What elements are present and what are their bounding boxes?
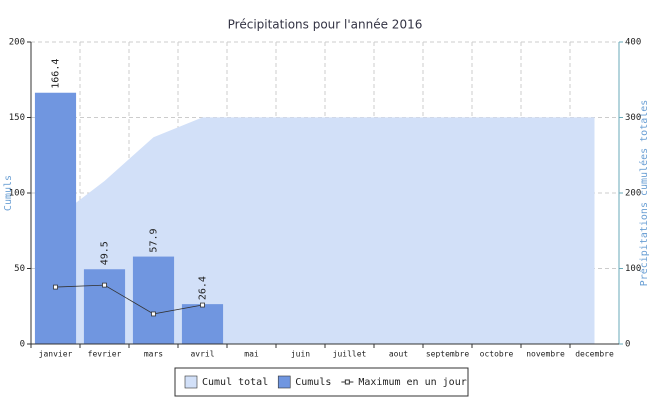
x-tick-label: janvier [39,350,73,359]
y-tick-label: 0 [20,340,25,350]
legend-label: Maximum en un jour [358,377,466,388]
legend-swatch [184,375,198,389]
data-label: 49.5 [100,241,111,265]
x-tick-label: avril [190,350,214,359]
legend-label: Cumul total [202,377,268,388]
y2-tick-label: 200 [625,189,641,199]
data-label: 57.9 [149,228,160,252]
x-tick-label: mai [244,350,259,359]
legend-swatch [277,375,291,389]
legend-label: Cumuls [295,377,331,388]
data-label: 166.4 [51,59,62,89]
data-label: 26.4 [198,276,209,300]
bar [181,304,224,344]
line-marker [53,284,58,290]
y2-tick-label: 0 [625,340,630,350]
bar [132,256,175,344]
y2-tick-label: 300 [625,113,641,123]
x-tick-label: septembre [426,350,470,359]
legend-marker [344,379,350,385]
x-tick-label: octobre [480,350,514,359]
y-tick-label: 150 [9,113,25,123]
line [55,284,203,315]
line-marker [102,282,107,288]
x-tick-label: mars [144,350,163,359]
y2-tick-label: 400 [625,38,641,48]
chart-title: Précipitations pour l'année 2016 [228,18,423,32]
bar [83,269,126,344]
line-marker [200,302,205,308]
x-tick-label: novembre [526,350,565,359]
x-tick-label: juin [291,350,310,359]
x-tick-label: aout [389,350,408,359]
y2-tick-label: 100 [625,264,641,274]
legend-box [174,367,469,397]
x-tick-label: decembre [575,350,614,359]
y-tick-label: 200 [9,38,25,48]
bar [34,92,77,345]
x-tick-label: juillet [333,350,367,359]
y-tick-label: 50 [14,264,25,274]
x-tick-label: fevrier [88,350,122,359]
area [55,117,595,344]
line-marker [151,311,156,317]
y2-axis-title: Précipitations cumulées totales [638,100,650,287]
y-tick-label: 100 [9,189,25,199]
y-axis-title: Cumuls [3,175,14,211]
